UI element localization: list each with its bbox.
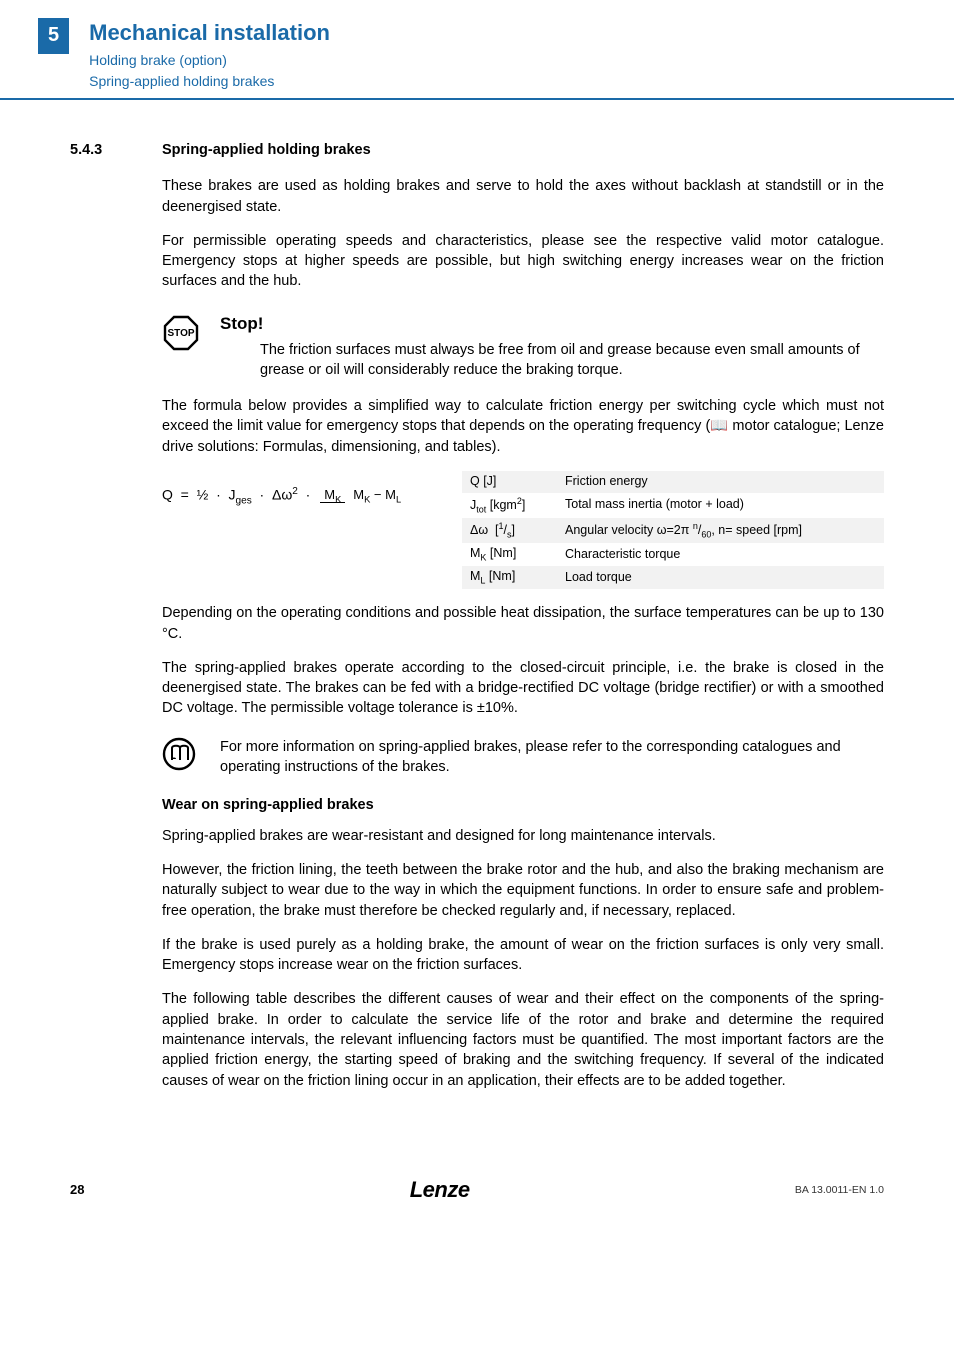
symbol-cell: Jtot [kgm2]: [462, 493, 557, 518]
description-cell: Friction energy: [557, 471, 884, 493]
symbol-cell: ML [Nm]: [462, 566, 557, 589]
formula-intro: The formula below provides a simplified …: [162, 396, 884, 457]
stop-notice: STOP Stop! The friction surfaces must al…: [162, 312, 884, 380]
paragraph-7: If the brake is used purely as a holding…: [162, 935, 884, 976]
description-cell: Angular velocity ω=2π n/60, n= speed [rp…: [557, 518, 884, 543]
symbol-cell: Δω [1/s]: [462, 518, 557, 543]
symbol-cell: Q [J]: [462, 471, 557, 493]
table-row: Δω [1/s]Angular velocity ω=2π n/60, n= s…: [462, 518, 884, 543]
table-row: ML [Nm]Load torque: [462, 566, 884, 589]
table-row: Jtot [kgm2]Total mass inertia (motor + l…: [462, 493, 884, 518]
formula: Q = ½ · Jges · Δω2 · MK MK − ML: [162, 471, 442, 509]
info-notice: For more information on spring-applied b…: [162, 737, 884, 778]
paragraph-4: The spring-applied brakes operate accord…: [162, 658, 884, 719]
document-code: BA 13.0011-EN 1.0: [795, 1183, 884, 1198]
stop-text: The friction surfaces must always be fre…: [220, 340, 884, 381]
chapter-number-badge: 5: [38, 18, 69, 54]
paragraph-5: Spring-applied brakes are wear-resistant…: [162, 826, 884, 846]
page-number: 28: [70, 1181, 84, 1199]
chapter-titles: Mechanical installation Holding brake (o…: [89, 18, 330, 92]
section-heading: 5.4.3 Spring-applied holding brakes: [70, 140, 884, 160]
subheading-wear: Wear on spring-applied brakes: [162, 795, 884, 815]
paragraph-3: Depending on the operating conditions an…: [162, 603, 884, 644]
stop-body: Stop! The friction surfaces must always …: [220, 312, 884, 380]
svg-text:STOP: STOP: [167, 328, 194, 339]
description-cell: Load torque: [557, 566, 884, 589]
section-title: Spring-applied holding brakes: [162, 140, 371, 160]
formula-block: Q = ½ · Jges · Δω2 · MK MK − ML Q [J]Fri…: [162, 471, 884, 589]
page-footer: 28 Lenze BA 13.0011-EN 1.0: [0, 1175, 954, 1226]
chapter-subtitle-1: Holding brake (option): [89, 51, 330, 71]
description-cell: Total mass inertia (motor + load): [557, 493, 884, 518]
paragraph-6: However, the friction lining, the teeth …: [162, 860, 884, 921]
symbol-definition-table: Q [J]Friction energyJtot [kgm2]Total mas…: [462, 471, 884, 589]
info-text: For more information on spring-applied b…: [220, 737, 884, 778]
section-body: These brakes are used as holding brakes …: [70, 176, 884, 1091]
chapter-subtitle-2: Spring-applied holding brakes: [89, 72, 330, 92]
table-row: Q [J]Friction energy: [462, 471, 884, 493]
paragraph-2: For permissible operating speeds and cha…: [162, 231, 884, 292]
symbol-cell: MK [Nm]: [462, 543, 557, 566]
page-header: 5 Mechanical installation Holding brake …: [0, 0, 954, 100]
brand-logo: Lenze: [410, 1175, 470, 1206]
chapter-title: Mechanical installation: [89, 18, 330, 49]
page-content: 5.4.3 Spring-applied holding brakes Thes…: [0, 140, 954, 1135]
paragraph-1: These brakes are used as holding brakes …: [162, 176, 884, 217]
description-cell: Characteristic torque: [557, 543, 884, 566]
stop-title: Stop!: [220, 312, 884, 336]
table-row: MK [Nm]Characteristic torque: [462, 543, 884, 566]
paragraph-8: The following table describes the differ…: [162, 989, 884, 1090]
stop-icon: STOP: [162, 314, 202, 358]
info-icon: [162, 737, 202, 777]
section-number: 5.4.3: [70, 140, 126, 160]
